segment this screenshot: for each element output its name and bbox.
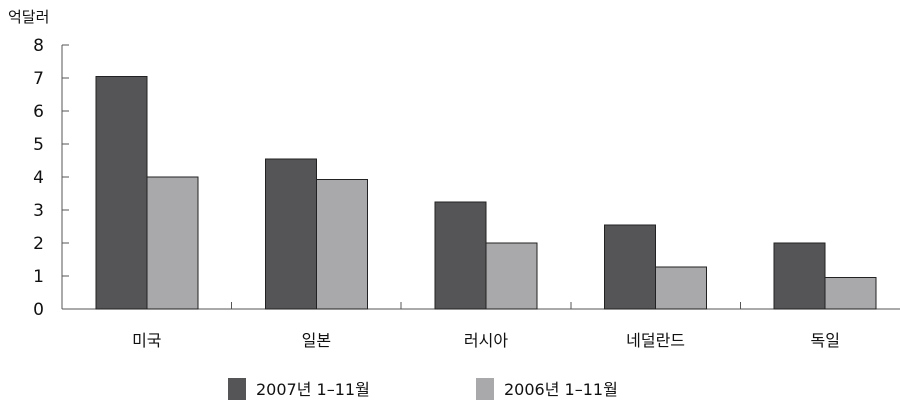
bar-series-1-0 bbox=[95, 75, 148, 310]
category-labels: 미국 일본 러시아 네덜란드 독일 bbox=[132, 331, 840, 350]
bar-series-2-3 bbox=[655, 266, 708, 310]
bar-series-1-4 bbox=[773, 242, 826, 310]
y-tick-label: 7 bbox=[33, 69, 44, 89]
bar-series-1-3 bbox=[604, 224, 657, 310]
bar-series-2-1 bbox=[315, 178, 368, 310]
legend-swatch bbox=[228, 378, 246, 400]
bar-series-1-2 bbox=[434, 201, 487, 310]
y-tick-label: 5 bbox=[33, 135, 44, 155]
y-tick-label: 0 bbox=[33, 300, 44, 320]
y-tick-label: 8 bbox=[33, 36, 44, 56]
y-axis-unit-label: 억달러 bbox=[8, 8, 49, 26]
legend-swatch bbox=[476, 378, 494, 400]
x-category-label: 미국 bbox=[132, 331, 161, 350]
x-category-label: 독일 bbox=[810, 331, 839, 350]
bar-series-2-4 bbox=[824, 277, 877, 310]
bar-series-2-2 bbox=[485, 242, 538, 310]
x-category-label: 네덜란드 bbox=[626, 331, 685, 350]
bar-series-2-0 bbox=[146, 176, 199, 310]
x-category-label: 일본 bbox=[302, 331, 331, 350]
x-category-label: 러시아 bbox=[464, 331, 508, 350]
legend-label: 2007년 1–11월 bbox=[256, 380, 370, 399]
y-tick-label: 2 bbox=[33, 234, 44, 254]
y-tick-label: 4 bbox=[33, 168, 44, 188]
y-axis: 0 1 2 3 4 5 6 7 8 bbox=[33, 36, 69, 320]
legend-label: 2006년 1–11월 bbox=[504, 380, 618, 399]
bars bbox=[95, 75, 877, 310]
y-tick-label: 3 bbox=[33, 201, 44, 221]
y-tick-label: 1 bbox=[33, 267, 44, 287]
y-tick-label: 6 bbox=[33, 102, 44, 122]
legend: 2007년 1–11월 2006년 1–11월 bbox=[228, 378, 618, 400]
bar-series-1-1 bbox=[264, 158, 317, 310]
